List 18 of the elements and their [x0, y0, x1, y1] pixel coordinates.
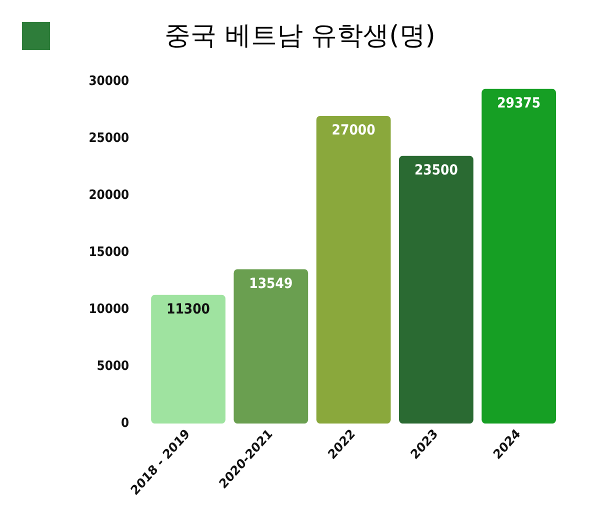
- data-label: 11300: [166, 302, 210, 318]
- y-tick-label: 20000: [88, 188, 130, 202]
- bar: [482, 88, 556, 424]
- bar: [399, 156, 474, 424]
- y-tick-label: 10000: [88, 301, 130, 316]
- y-tick-label: 25000: [88, 130, 130, 146]
- data-label: 23500: [414, 162, 458, 179]
- data-label: 29375: [497, 96, 541, 112]
- y-tick-label: 15000: [88, 244, 130, 260]
- bar: [316, 116, 391, 424]
- data-label: 13549: [249, 276, 293, 292]
- bar: [151, 294, 226, 424]
- data-label: 27000: [332, 123, 376, 139]
- bar: [234, 269, 308, 424]
- y-tick-label: 30000: [88, 74, 130, 88]
- chart-title: 중국 베트남 유학생(명): [164, 20, 436, 53]
- y-tick-label: 5000: [96, 358, 130, 374]
- y-tick-label: 0: [121, 415, 130, 430]
